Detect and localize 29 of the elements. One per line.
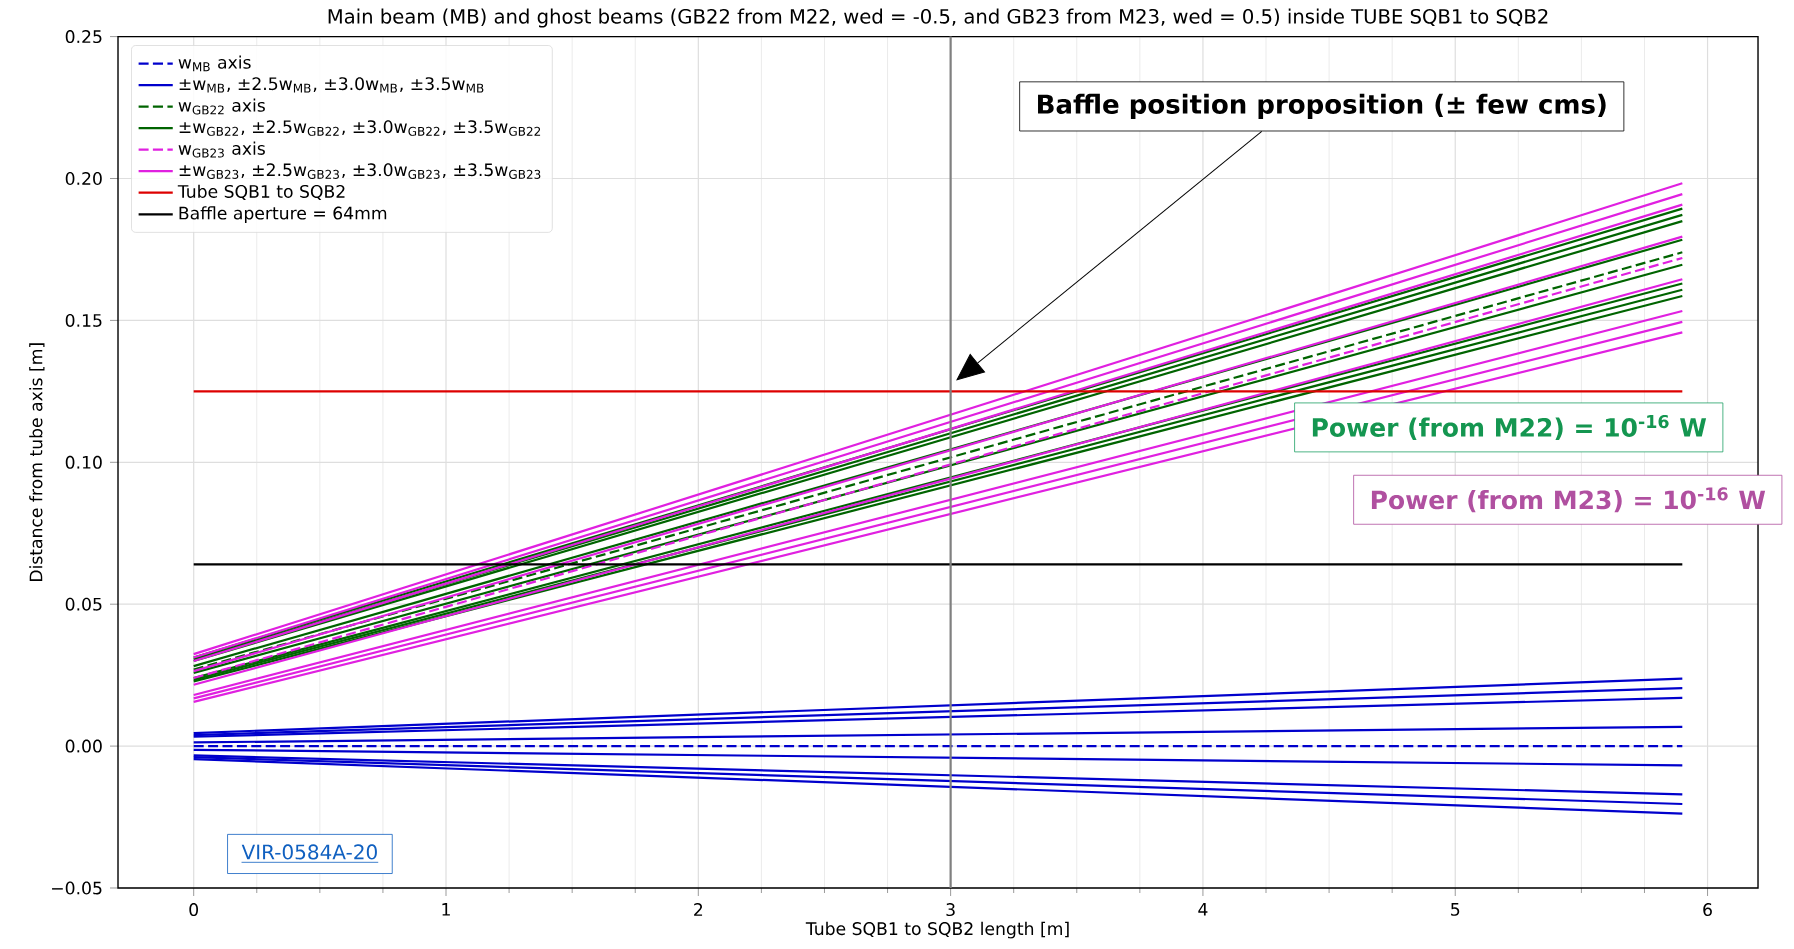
legend-label: ±w$_{GB23}$, ±2.5w$_{GB23}$, ±3.0w$_{GB23}$, ±3.5w$_{GB23}$ (179, 163, 541, 179)
y-tick-label: 0.05 (65, 597, 102, 611)
x-tick-label: 1 (442, 903, 450, 916)
y-tick-label: 0.00 (65, 739, 102, 753)
x-tick-label: 5 (1451, 903, 1460, 916)
annotation: Power (from M23) = 10$^{-16}$ W (1371, 487, 1766, 513)
annotation: Power (from M22) = 10$^{-16}$ W (1312, 414, 1707, 440)
legend-label: w$_{MB}$ axis (178, 55, 251, 72)
legend-label: Baffle aperture = 64mm (179, 206, 387, 223)
legend-label: ±w$_{GB22}$, ±2.5w$_{GB22}$, ±3.0w$_{GB22}$, ±3.5w$_{GB22}$ (179, 120, 541, 136)
legend-label: Tube SQB1 to SQB2 (177, 184, 345, 200)
chart-title: Main beam (MB) and ghost beams (GB22 from M22, wed = -0.5, and GB23 from M23, wed = 0.5) inside TUBE SQB1 to SQB2 (328, 8, 1548, 28)
y-axis-title: Distance from tube axis [m] (29, 343, 45, 582)
y-tick-label: 0.10 (65, 455, 102, 469)
x-tick-label: 3 (946, 903, 955, 917)
x-tick-label: 4 (1198, 903, 1208, 916)
y-tick-label: 0.25 (65, 30, 102, 44)
annotation: Baffle position proposition (± few cms) (1038, 93, 1606, 119)
legend-label: ±w$_{MB}$, ±2.5w$_{MB}$, ±3.0w$_{MB}$, ±3.5w$_{MB}$ (179, 77, 484, 93)
y-tick-label: 0.20 (65, 172, 102, 186)
x-axis-title: Tube SQB1 to SQB2 length [m] (805, 921, 1069, 939)
x-tick-label: 2 (694, 903, 703, 916)
x-tick-label: 6 (1703, 903, 1712, 917)
y-tick-label: −0.05 (52, 881, 102, 895)
annotation: VIR-0584A-20 (241, 844, 377, 860)
legend-label: w$_{GB23}$ axis (178, 141, 265, 158)
x-tick-label: 0 (189, 903, 199, 917)
y-tick-label: 0.15 (65, 313, 102, 327)
legend-label: w$_{GB22}$ axis (178, 98, 265, 115)
